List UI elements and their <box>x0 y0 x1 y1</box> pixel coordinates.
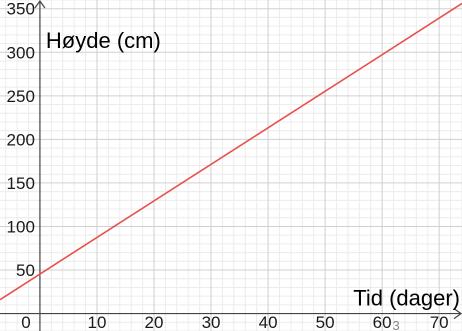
x-tick-label: 50 <box>316 313 335 331</box>
x-tick-label: 20 <box>145 313 164 331</box>
series-line-0 <box>0 2 462 301</box>
x-tick-label: 70 <box>430 313 449 331</box>
y-axis-arrow <box>34 0 46 9</box>
y-tick-label: 250 <box>7 87 35 106</box>
y-axis-label: Høyde (cm) <box>46 28 161 53</box>
y-tick-label: 300 <box>7 43 35 62</box>
x-tick-label: 10 <box>88 313 107 331</box>
y-tick-label: 350 <box>7 0 35 19</box>
x-axis-label: Tid (dager) <box>353 286 460 311</box>
x-tick-label: 30 <box>202 313 221 331</box>
x-tick-labels: 0 10 20 30 40 50 60 70 <box>21 313 448 331</box>
y-tick-label: 200 <box>7 130 35 149</box>
series-layer <box>0 2 462 301</box>
annotation-text: 3 <box>393 318 400 331</box>
y-tick-label: 150 <box>7 174 35 193</box>
x-tick-label: 40 <box>259 313 278 331</box>
y-tick-label: 50 <box>16 261 35 280</box>
x-tick-label: 60 <box>373 313 392 331</box>
y-tick-labels: 50 100 150 200 250 300 350 <box>7 0 35 280</box>
x-tick-label: 0 <box>21 313 30 331</box>
x-axis-arrow <box>453 308 462 320</box>
y-tick-label: 100 <box>7 217 35 236</box>
